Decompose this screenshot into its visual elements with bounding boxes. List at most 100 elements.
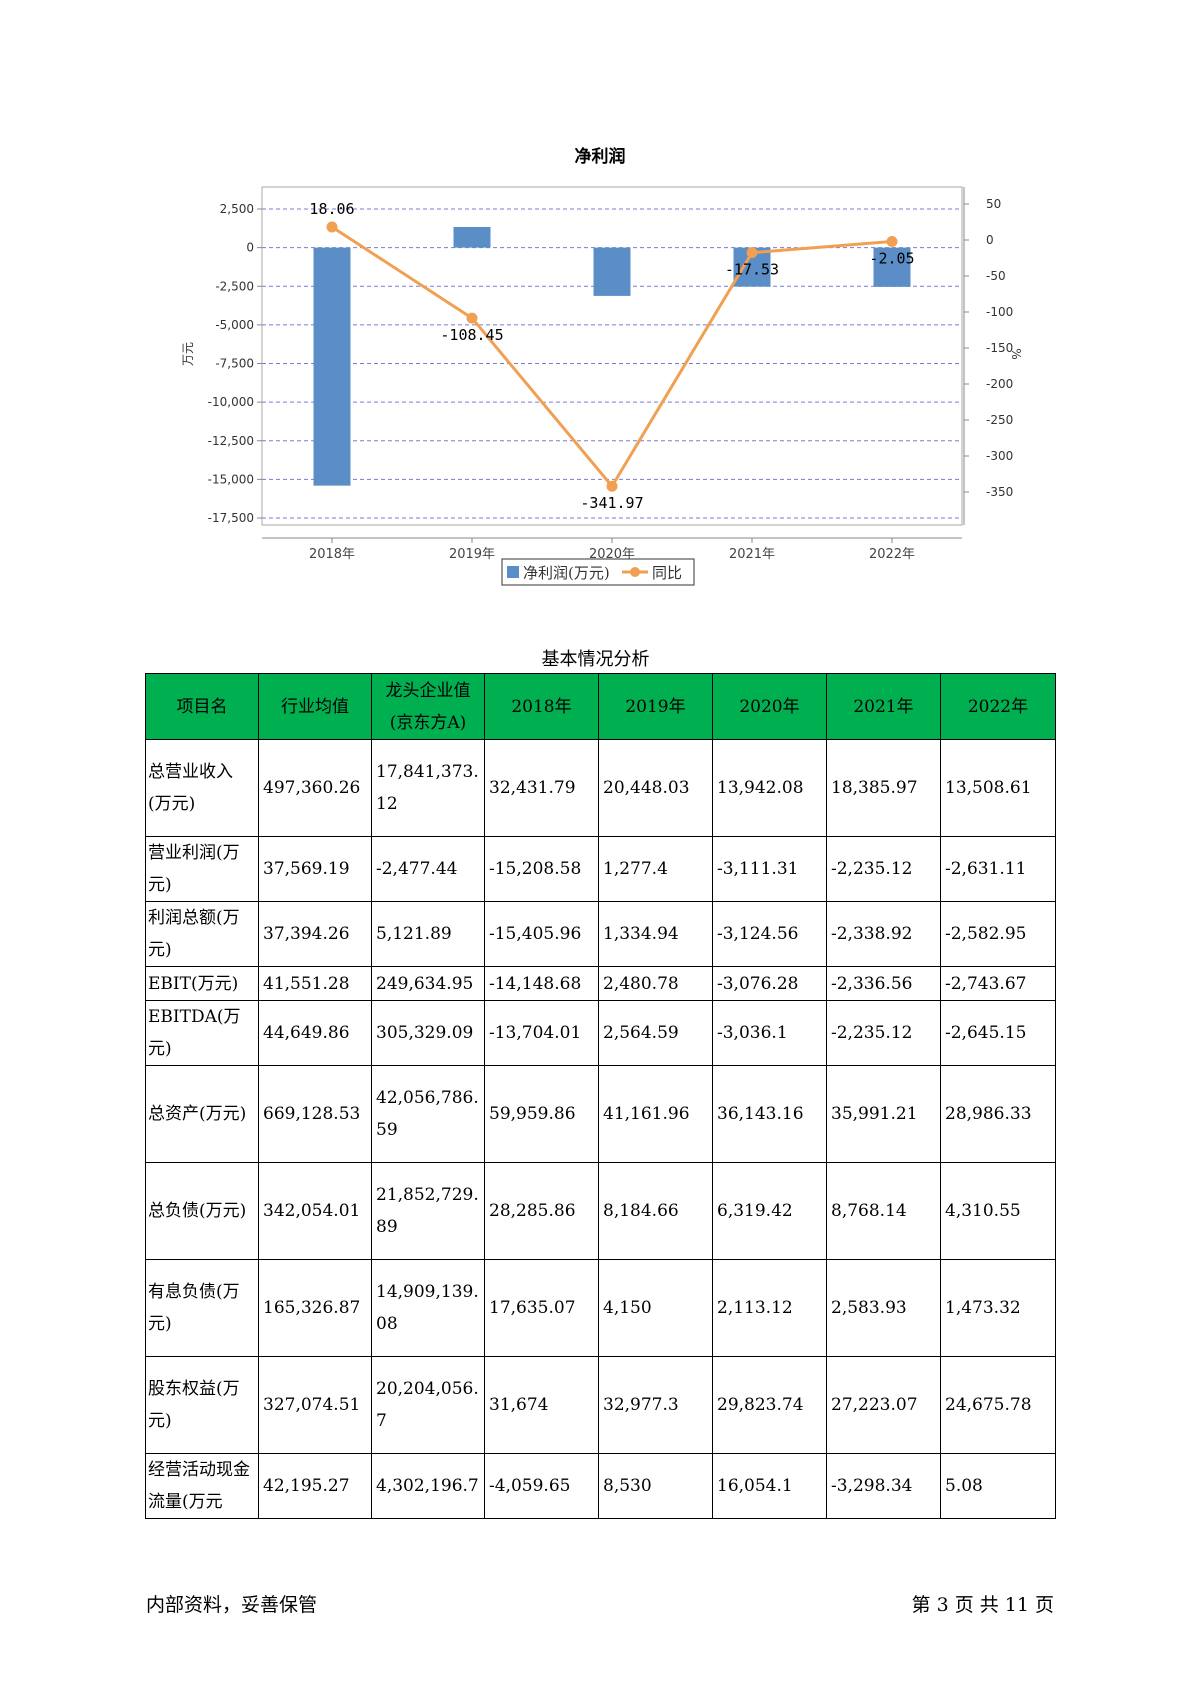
row-label: EBIT(万元) [145, 966, 259, 1001]
row-label: 总资产(万元) [145, 1065, 259, 1163]
table-cell: 165,326.87 [258, 1259, 372, 1357]
bar-series [313, 227, 911, 486]
basic-analysis-table: 项目名 行业均值 龙头企业值(京东方A) 2018年 2019年 2020年 2021年 20… [145, 673, 1056, 1519]
table-cell: 24,675.78 [940, 1356, 1056, 1454]
table-cell: 8,184.66 [598, 1162, 713, 1260]
yoy-data-label: -2.05 [869, 249, 914, 267]
line-series [326, 221, 898, 492]
table-row: 经营活动现金流量(万元 42,195.27 4,302,196.7 -4,059.65… [145, 1453, 1056, 1519]
plot-area [261, 186, 963, 526]
table-cell: 13,508.61 [940, 739, 1056, 837]
table-title: 基本情况分析 [541, 649, 650, 670]
y-tick-label: -12,500 [208, 434, 254, 448]
table-cell: 1,473.32 [940, 1259, 1056, 1357]
table-cell: 18,385.97 [826, 739, 941, 837]
legend-bar-swatch [507, 566, 519, 578]
x-tick-label: 2020年 [589, 547, 635, 562]
table-cell: 497,360.26 [258, 739, 372, 837]
table-cell: 1,334.94 [598, 901, 713, 967]
table-cell: 28,285.86 [484, 1162, 599, 1260]
table-row: 总负债(万元) 342,054.01 21,852,729.89 28,285.86 8… [145, 1162, 1056, 1260]
table-cell: 249,634.95 [371, 966, 485, 1001]
table-cell: 37,394.26 [258, 901, 372, 967]
y2-tick-label: 0 [986, 233, 994, 247]
table-cell: 35,991.21 [826, 1065, 941, 1163]
table-header-row: 项目名 行业均值 龙头企业值(京东方A) 2018年 2019年 2020年 2021年 20… [145, 673, 1056, 740]
table-cell: 1,277.4 [598, 836, 713, 902]
row-label: 股东权益(万元) [145, 1356, 259, 1454]
y2-tick-label: -250 [986, 413, 1013, 427]
yoy-data-label: -341.97 [580, 494, 643, 512]
table-row: 利润总额(万元) 37,394.26 5,121.89 -15,405.96 1,334… [145, 901, 1056, 967]
column-header: 2018年 [484, 673, 599, 740]
table-cell: 36,143.16 [712, 1065, 827, 1163]
row-label: 营业利润(万元) [145, 836, 259, 902]
column-header: 2019年 [598, 673, 713, 740]
table-cell: 6,319.42 [712, 1162, 827, 1260]
table-row: 总资产(万元) 669,128.53 42,056,786.59 59,959.86 4… [145, 1065, 1056, 1163]
table-cell: -2,338.92 [826, 901, 941, 967]
table-cell: -13,704.01 [484, 1000, 599, 1066]
column-header: 2022年 [940, 673, 1056, 740]
table-cell: 44,649.86 [258, 1000, 372, 1066]
y-tick-label: -5,000 [215, 318, 254, 332]
row-label: 利润总额(万元) [145, 901, 259, 967]
table-cell: -2,645.15 [940, 1000, 1056, 1066]
table-cell: -4,059.65 [484, 1453, 599, 1519]
bar [453, 227, 491, 248]
y2-tick-label: -300 [986, 449, 1013, 463]
chart-title: 净利润 [575, 146, 626, 167]
table-cell: -2,477.44 [371, 836, 485, 902]
table-cell: 2,480.78 [598, 966, 713, 1001]
table-cell: 342,054.01 [258, 1162, 372, 1260]
table-row: EBIT(万元) 41,551.28 249,634.95 -14,148.68 2,4… [145, 966, 1056, 1001]
legend-box [501, 558, 695, 586]
row-label: EBITDA(万元) [145, 1000, 259, 1066]
table-cell: -3,076.28 [712, 966, 827, 1001]
table-cell: 21,852,729.89 [371, 1162, 485, 1260]
page-number: 第 3 页 共 11 页 [911, 1594, 1054, 1616]
y-tick-label: -10,000 [208, 395, 254, 409]
table-cell: 2,583.93 [826, 1259, 941, 1357]
table-cell: -3,124.56 [712, 901, 827, 967]
data-labels: 18.06 -108.45 -341.97 -17.53 -2.05 [309, 200, 914, 512]
table-row: 营业利润(万元) 37,569.19 -2,477.44 -15,208.58 1,27… [145, 836, 1056, 902]
y2-tick-label: -50 [986, 269, 1006, 283]
bar [593, 247, 631, 296]
y2-tick-label: -150 [986, 341, 1013, 355]
table-cell: -2,235.12 [826, 836, 941, 902]
table-cell: 31,674 [484, 1356, 599, 1454]
yoy-point [886, 235, 898, 247]
column-header: 2020年 [712, 673, 827, 740]
table-row: 有息负债(万元) 165,326.87 14,909,139.08 17,635.07… [145, 1259, 1056, 1357]
y2-tick-label: -100 [986, 305, 1013, 319]
table-cell: 41,551.28 [258, 966, 372, 1001]
y-tick-label: -2,500 [215, 279, 254, 293]
column-header: 项目名 [145, 673, 259, 740]
row-label: 经营活动现金流量(万元 [145, 1453, 259, 1519]
table-cell: -15,208.58 [484, 836, 599, 902]
table-cell: 2,113.12 [712, 1259, 827, 1357]
table-cell: 16,054.1 [712, 1453, 827, 1519]
yoy-point [326, 221, 338, 233]
table-cell: 32,431.79 [484, 739, 599, 837]
net-profit-chart: 净利润 18.06 -108.45 -341.97 -17.53 -2.05 2,500… [181, 146, 1023, 586]
x-tick-label: 2019年 [449, 547, 495, 562]
table-cell: -2,631.11 [940, 836, 1056, 902]
table-cell: -15,405.96 [484, 901, 599, 967]
table-cell: -2,336.56 [826, 966, 941, 1001]
table-cell: 8,530 [598, 1453, 713, 1519]
table-row: 总营业收入(万元) 497,360.26 17,841,373.12 32,431.7… [145, 739, 1056, 837]
table-cell: 41,161.96 [598, 1065, 713, 1163]
table-cell: 327,074.51 [258, 1356, 372, 1454]
x-tick-label: 2022年 [869, 547, 915, 562]
table-cell: 28,986.33 [940, 1065, 1056, 1163]
table-cell: 42,195.27 [258, 1453, 372, 1519]
yoy-point [746, 247, 758, 259]
table-cell: -3,111.31 [712, 836, 827, 902]
y-tick-label: 0 [246, 241, 254, 255]
yoy-data-label: -17.53 [725, 261, 779, 279]
column-header: 2021年 [826, 673, 941, 740]
footer-note: 内部资料，妥善保管 [146, 1594, 318, 1616]
table-cell: 42,056,786.59 [371, 1065, 485, 1163]
